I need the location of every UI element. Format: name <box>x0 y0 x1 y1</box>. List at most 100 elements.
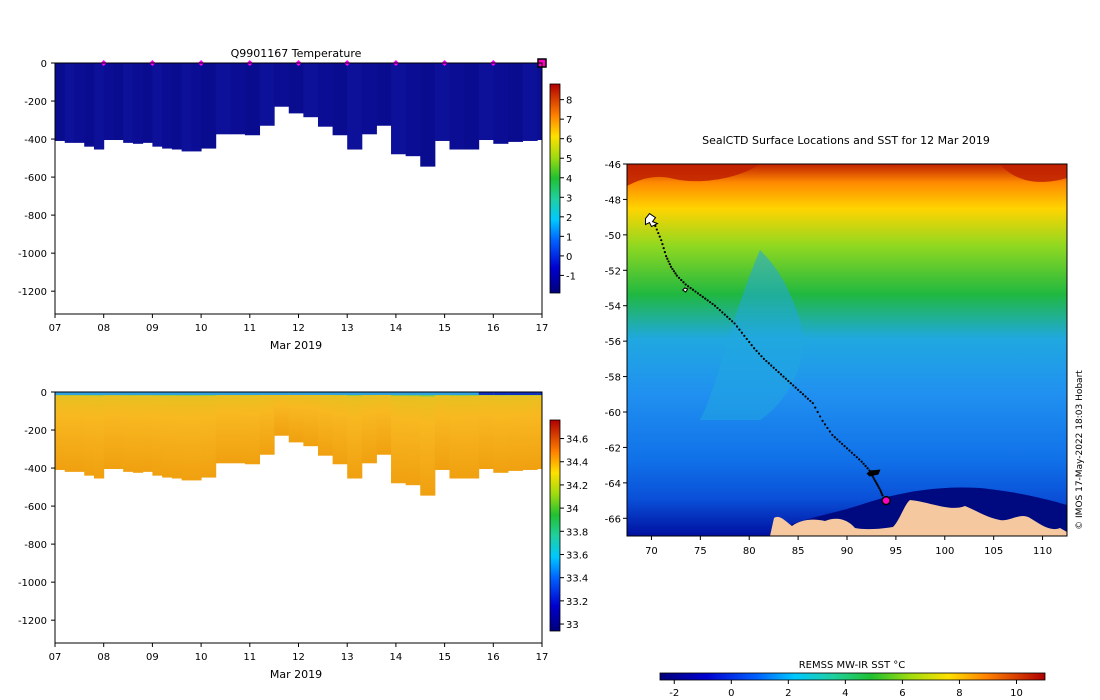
track-point <box>755 349 758 352</box>
salinity-profile-cell <box>152 392 163 476</box>
track-point <box>753 347 756 350</box>
temperature-profile-cell <box>391 63 407 155</box>
track-point <box>728 317 731 321</box>
salinity-surface-layer <box>93 392 105 395</box>
salinity-surface-layer <box>162 392 173 395</box>
salinity-y-axis: 0 -200 -400 -600 -800 -1000 -1200 <box>18 388 55 627</box>
track-point <box>716 306 719 310</box>
salinity-surface-layer <box>405 392 421 395</box>
x-tick-label: 09 <box>146 652 159 663</box>
track-point <box>821 419 824 422</box>
track-point <box>806 397 809 400</box>
colorbar-tick-label: 1 <box>566 232 572 243</box>
track-point <box>874 479 877 483</box>
temperature-profile-cell <box>507 63 524 142</box>
track-point <box>811 402 814 405</box>
salinity-surface-layer <box>142 392 153 395</box>
x-tick-label: 12 <box>292 323 305 334</box>
track-point <box>858 458 861 461</box>
sst-colorbar-label: REMSS MW-IR SST °C <box>799 660 906 671</box>
temperature-profile-cell <box>288 63 304 114</box>
track-point <box>819 415 822 418</box>
salinity-profile-cell <box>464 392 480 479</box>
temperature-panel-title: Q9901167 Temperature <box>231 47 362 60</box>
track-point <box>772 366 775 369</box>
temperature-profile-cell <box>244 63 261 136</box>
lat-tick-label: -62 <box>605 443 621 454</box>
track-point <box>838 440 841 443</box>
salinity-x-axis-label: Mar 2019 <box>270 668 322 681</box>
track-point <box>726 315 729 318</box>
track-point <box>872 476 875 479</box>
colorbar-tick-label: 33.4 <box>566 574 588 585</box>
salinity-profile-cell <box>288 392 304 443</box>
salinity-surface-layer <box>376 392 392 395</box>
salinity-surface-layer <box>478 392 494 395</box>
temperature-profile-cell <box>230 63 246 135</box>
lat-tick-label: -58 <box>605 373 621 384</box>
salinity-surface-layer <box>244 392 261 395</box>
temperature-profile-cell <box>332 63 348 136</box>
lon-tick-label: 80 <box>743 546 756 557</box>
salinity-profile-cell <box>434 392 450 470</box>
track-point <box>848 449 851 452</box>
y-tick-label: -1000 <box>18 578 47 589</box>
track-point <box>833 436 836 439</box>
salinity-profile-cell <box>230 392 246 464</box>
lat-tick-label: -66 <box>605 514 621 525</box>
sst-colorbar-tick-label: 8 <box>956 688 962 699</box>
track-point <box>841 442 844 445</box>
temperature-profile-cell <box>55 63 66 141</box>
x-tick-label: 08 <box>97 652 110 663</box>
colorbar-tick-label: 2 <box>566 213 572 224</box>
track-point <box>699 293 702 297</box>
temperature-profile-cell <box>152 63 163 147</box>
temperature-profile-cell <box>361 63 377 135</box>
temperature-profile-cell <box>303 63 319 118</box>
temperature-profile-cell <box>405 63 421 157</box>
temperature-profiles <box>55 63 543 167</box>
temperature-profile-cell <box>103 63 114 141</box>
y-tick-label: -600 <box>24 173 47 184</box>
x-tick-label: 07 <box>49 652 62 663</box>
track-point <box>733 322 736 325</box>
track-point <box>879 490 883 493</box>
temperature-profile-cell <box>464 63 480 150</box>
lat-tick-label: -56 <box>605 337 621 348</box>
track-point <box>828 430 831 433</box>
sst-colorbar <box>659 672 1046 681</box>
track-point <box>696 292 699 295</box>
track-point <box>775 368 778 372</box>
track-point <box>787 379 790 383</box>
track-point <box>740 331 743 334</box>
track-point <box>655 228 658 231</box>
temperature-profile-cell <box>84 63 95 147</box>
salinity-surface-layer <box>215 392 231 395</box>
colorbar-tick-label: 4 <box>566 174 572 185</box>
sst-colorbar-tick-label: 10 <box>1010 688 1023 699</box>
sst-colorbar-tick-label: -2 <box>669 688 679 699</box>
salinity-profile-cell <box>191 392 202 481</box>
map-latitude-axis: -46 -48 -50 -52 -54 -56 -58 -60 -62 -64 -66 <box>605 160 627 525</box>
salinity-surface-layer <box>537 392 543 395</box>
salinity-surface-layer <box>434 392 450 395</box>
salinity-surface-layer <box>132 392 144 395</box>
x-tick-label: 14 <box>390 323 403 334</box>
temperature-profile-cell <box>171 63 183 150</box>
colorbar-tick-label: 6 <box>566 135 572 146</box>
salinity-profile-cell <box>449 392 465 479</box>
track-point <box>836 438 839 441</box>
track-point <box>694 290 697 293</box>
salinity-surface-layer <box>493 392 509 395</box>
salinity-surface-layer <box>230 392 246 395</box>
track-point <box>862 462 865 465</box>
track-point <box>762 357 765 360</box>
track-point <box>669 265 673 268</box>
temperature-profile-cell <box>93 63 105 150</box>
salinity-profile-cell <box>507 392 524 471</box>
temperature-section-panel: Q9901167 Temperature 0 -200 -400 -600 -800 -1… <box>18 47 576 352</box>
x-tick-label: 16 <box>487 323 500 334</box>
temperature-profile-cell <box>132 63 144 144</box>
track-point <box>853 453 856 457</box>
temperature-profile-cell <box>74 63 85 143</box>
